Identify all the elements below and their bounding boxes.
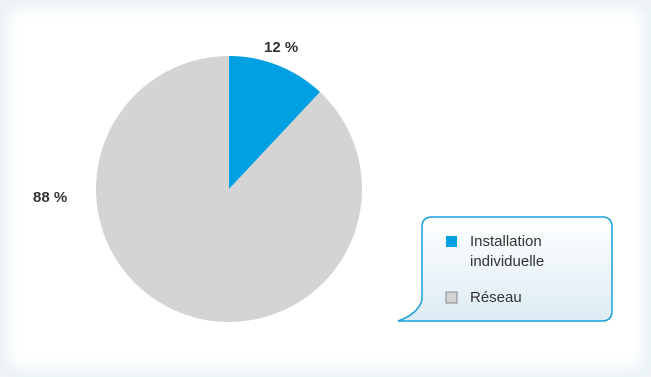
data-label-reseau: 88 % xyxy=(33,189,67,206)
legend-label-installation-line2: individuelle xyxy=(470,253,544,270)
pie-slice-reseau xyxy=(96,56,363,322)
pie-slice-installation xyxy=(229,56,321,189)
legend-swatch-installation xyxy=(446,236,457,247)
data-label-installation: 12 % xyxy=(264,39,298,56)
legend-label-reseau: Réseau xyxy=(470,289,522,306)
legend-label-installation-line1: Installation xyxy=(470,233,542,250)
legend-swatch-reseau xyxy=(445,291,458,304)
pie-slices xyxy=(96,56,363,322)
legend: Installation individuelle Réseau xyxy=(397,216,613,322)
